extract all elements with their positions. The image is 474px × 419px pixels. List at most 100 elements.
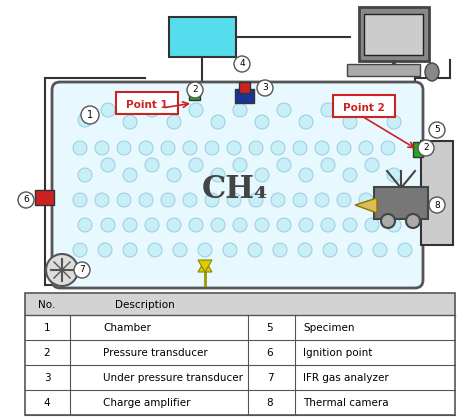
Circle shape xyxy=(205,141,219,155)
Circle shape xyxy=(337,141,351,155)
FancyBboxPatch shape xyxy=(35,191,54,205)
Polygon shape xyxy=(355,198,377,213)
Circle shape xyxy=(18,192,34,208)
Text: Point 1: Point 1 xyxy=(126,100,168,110)
Circle shape xyxy=(257,80,273,96)
Text: 1: 1 xyxy=(44,323,50,333)
Circle shape xyxy=(387,168,401,182)
FancyBboxPatch shape xyxy=(374,187,428,219)
Circle shape xyxy=(78,168,92,182)
Circle shape xyxy=(293,141,307,155)
Circle shape xyxy=(123,115,137,129)
Circle shape xyxy=(101,218,115,232)
Text: Pressure transducer: Pressure transducer xyxy=(103,348,208,358)
Text: 3: 3 xyxy=(44,373,50,383)
Circle shape xyxy=(249,193,263,207)
Circle shape xyxy=(95,141,109,155)
Circle shape xyxy=(321,218,335,232)
Circle shape xyxy=(298,243,312,257)
Circle shape xyxy=(189,218,203,232)
Text: No.: No. xyxy=(38,300,55,310)
Bar xyxy=(25,293,455,415)
Circle shape xyxy=(211,218,225,232)
Circle shape xyxy=(406,214,420,228)
Text: 8: 8 xyxy=(434,201,440,210)
FancyBboxPatch shape xyxy=(413,142,423,158)
Circle shape xyxy=(139,193,153,207)
Text: 4: 4 xyxy=(239,59,245,68)
Circle shape xyxy=(189,103,203,117)
Text: CH₄: CH₄ xyxy=(202,174,268,205)
Circle shape xyxy=(167,115,181,129)
FancyBboxPatch shape xyxy=(116,92,178,114)
Circle shape xyxy=(173,243,187,257)
Circle shape xyxy=(198,243,212,257)
Circle shape xyxy=(117,141,131,155)
Text: 2: 2 xyxy=(423,143,429,153)
Circle shape xyxy=(429,197,445,213)
Circle shape xyxy=(73,193,87,207)
Circle shape xyxy=(365,103,379,117)
Text: 4: 4 xyxy=(44,398,50,408)
Circle shape xyxy=(381,193,395,207)
Text: 5: 5 xyxy=(434,126,440,134)
Circle shape xyxy=(343,115,357,129)
Circle shape xyxy=(387,218,401,232)
Circle shape xyxy=(167,218,181,232)
Circle shape xyxy=(398,243,412,257)
Circle shape xyxy=(321,103,335,117)
FancyBboxPatch shape xyxy=(190,86,201,101)
Circle shape xyxy=(161,141,175,155)
Circle shape xyxy=(373,243,387,257)
Circle shape xyxy=(223,243,237,257)
Circle shape xyxy=(271,193,285,207)
Circle shape xyxy=(233,103,247,117)
Circle shape xyxy=(381,214,395,228)
Polygon shape xyxy=(198,260,212,272)
Polygon shape xyxy=(198,260,212,272)
Circle shape xyxy=(233,218,247,232)
Text: Point 2: Point 2 xyxy=(343,103,385,113)
Circle shape xyxy=(387,115,401,129)
Text: Description: Description xyxy=(115,300,175,310)
Circle shape xyxy=(123,218,137,232)
Circle shape xyxy=(255,115,269,129)
Circle shape xyxy=(78,113,92,127)
Circle shape xyxy=(429,122,445,138)
Circle shape xyxy=(123,243,137,257)
Text: 6: 6 xyxy=(23,196,29,204)
Circle shape xyxy=(211,168,225,182)
Circle shape xyxy=(227,141,241,155)
Circle shape xyxy=(315,193,329,207)
Circle shape xyxy=(299,115,313,129)
FancyBboxPatch shape xyxy=(347,65,420,77)
Circle shape xyxy=(248,243,262,257)
Circle shape xyxy=(293,193,307,207)
Circle shape xyxy=(117,193,131,207)
Circle shape xyxy=(299,218,313,232)
FancyBboxPatch shape xyxy=(236,90,255,103)
Circle shape xyxy=(227,193,241,207)
Circle shape xyxy=(348,243,362,257)
Circle shape xyxy=(271,141,285,155)
Text: Ignition point: Ignition point xyxy=(303,348,373,358)
Circle shape xyxy=(101,158,115,172)
FancyBboxPatch shape xyxy=(169,17,236,57)
Ellipse shape xyxy=(425,63,439,81)
Circle shape xyxy=(234,56,250,72)
Circle shape xyxy=(343,218,357,232)
Circle shape xyxy=(101,103,115,117)
FancyBboxPatch shape xyxy=(333,95,395,117)
Circle shape xyxy=(323,243,337,257)
Circle shape xyxy=(183,141,197,155)
Text: 7: 7 xyxy=(79,266,85,274)
FancyBboxPatch shape xyxy=(359,7,429,61)
Circle shape xyxy=(73,141,87,155)
Circle shape xyxy=(148,243,162,257)
Text: Thermal camera: Thermal camera xyxy=(303,398,389,408)
Circle shape xyxy=(365,218,379,232)
Text: Charge amplifier: Charge amplifier xyxy=(103,398,191,408)
Circle shape xyxy=(277,218,291,232)
Bar xyxy=(25,293,455,315)
Circle shape xyxy=(343,168,357,182)
